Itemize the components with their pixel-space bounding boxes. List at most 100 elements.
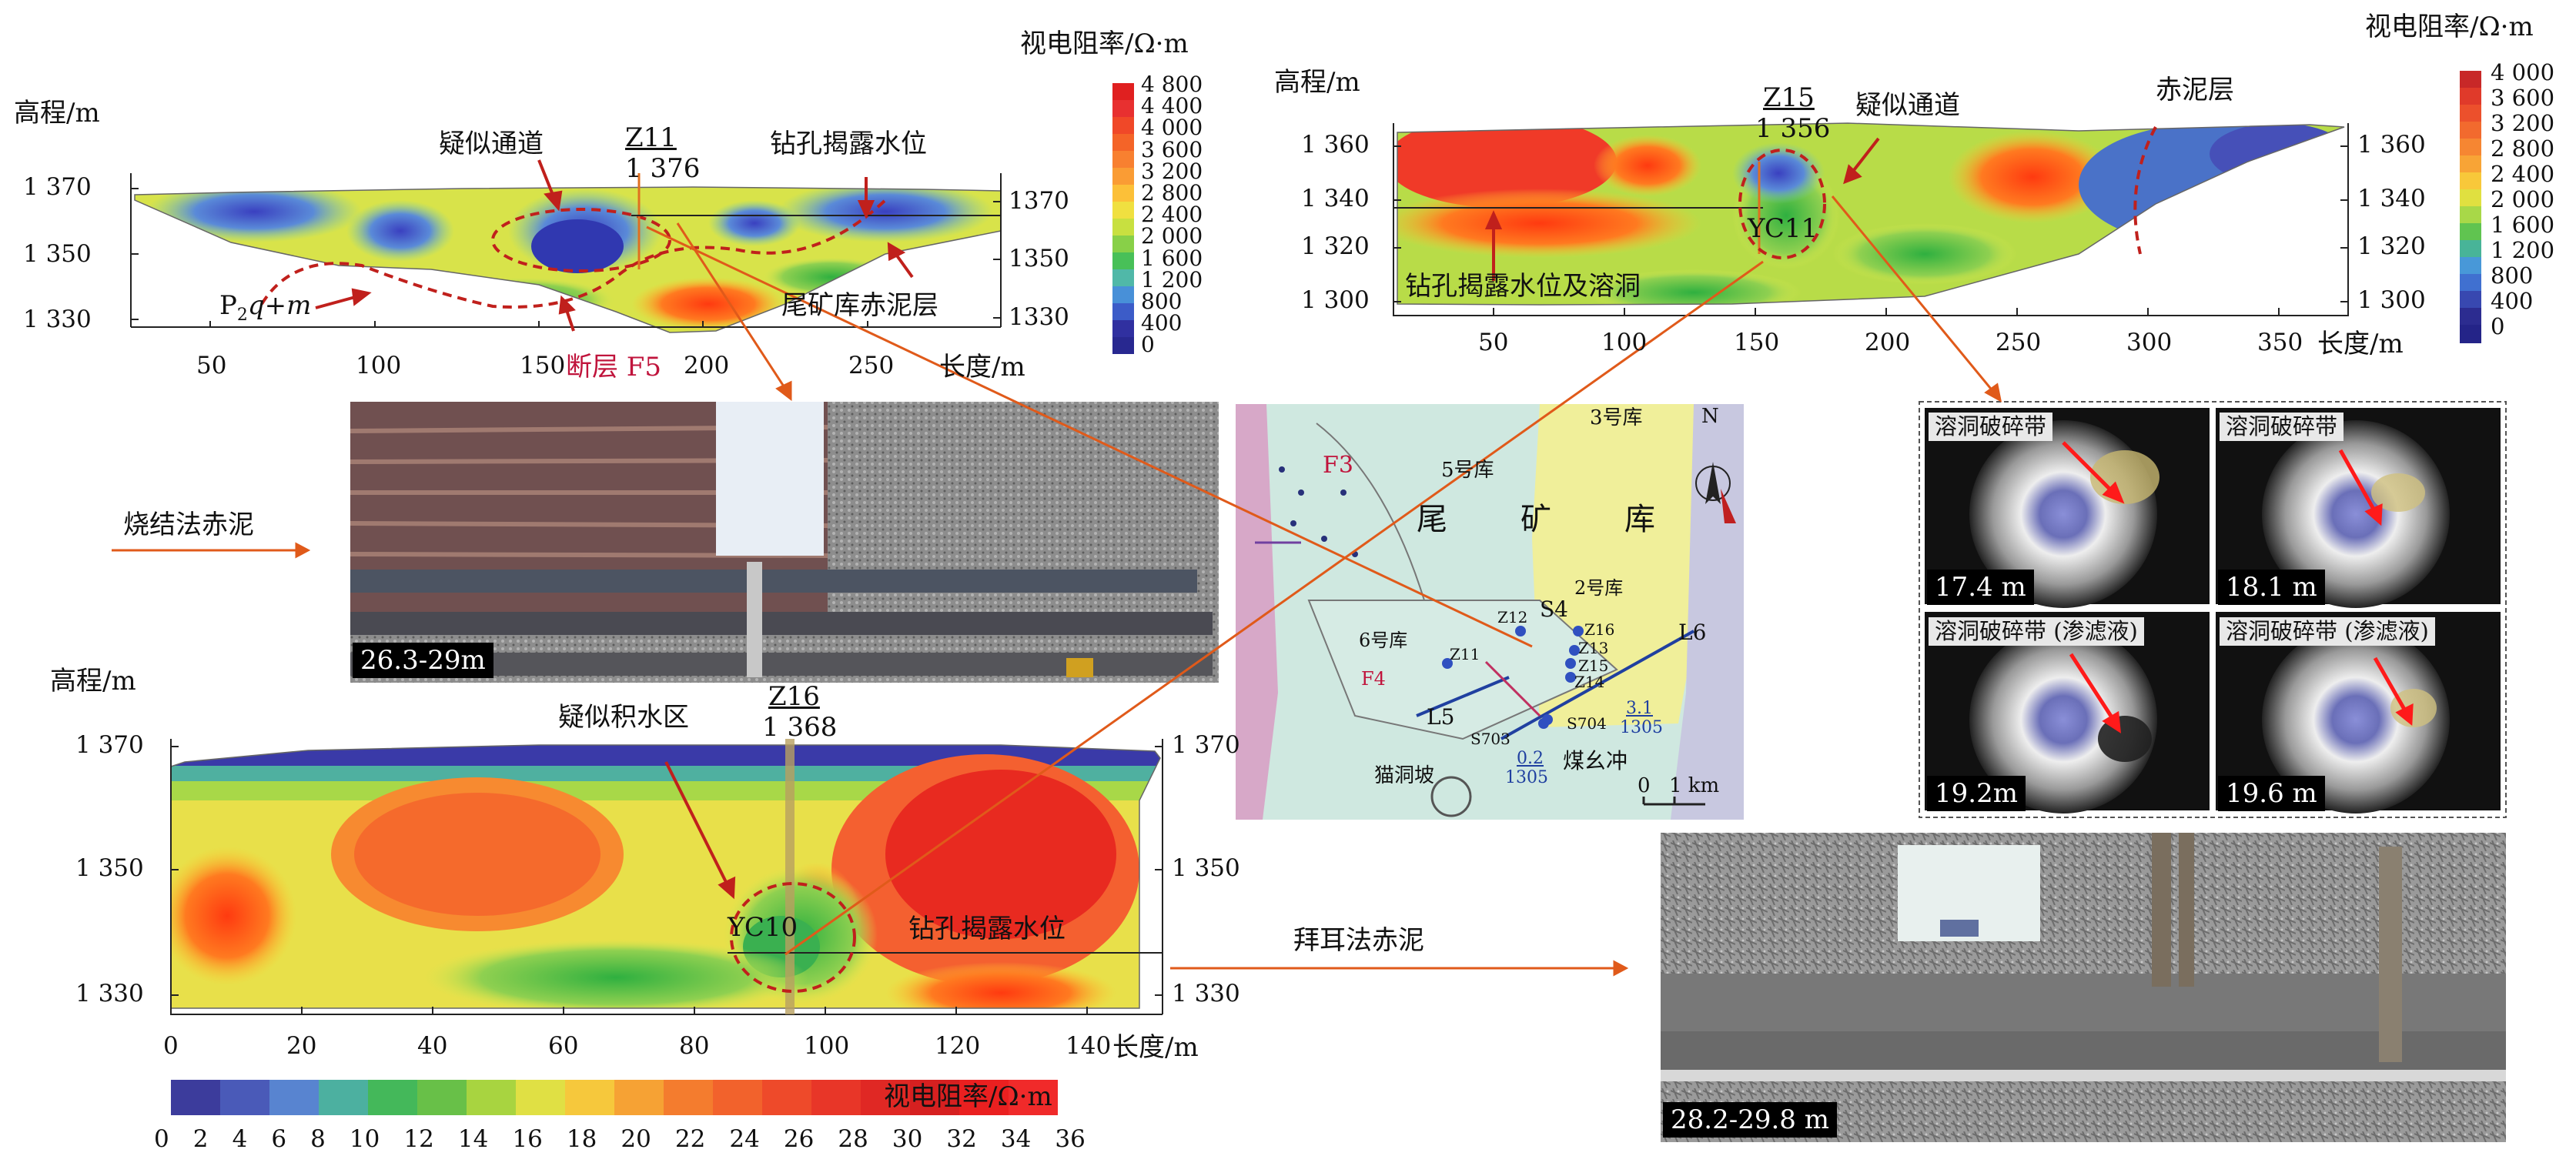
map-label: Z16 xyxy=(1584,620,1615,639)
tl-borehole-elev: 1 376 xyxy=(625,153,701,184)
bl-x-tick: 20 xyxy=(286,1032,317,1060)
bl-y-tick-right: 1 350 xyxy=(1172,854,1240,882)
map-label: 2号库 xyxy=(1574,577,1624,599)
tr-x-tick: 200 xyxy=(1865,329,1911,356)
bl-x-tick: 40 xyxy=(417,1032,448,1060)
bl-cb-tick: 20 xyxy=(621,1125,651,1153)
tr-yc-label: YC11 xyxy=(1748,213,1818,244)
bl-cb-tick: 2 xyxy=(192,1125,209,1153)
tl-cb-tick: 4 400 xyxy=(1141,93,1203,119)
tl-cb-tick: 2 400 xyxy=(1141,202,1203,228)
site-map xyxy=(1236,404,1744,820)
tr-cb-tick: 400 xyxy=(2491,288,2534,314)
tl-colorbar-ticks: 4 800 4 400 4 000 3 600 3 200 2 800 2 40… xyxy=(1141,72,1203,356)
connector-lines xyxy=(112,195,2002,977)
map-scale: 0 xyxy=(1638,774,1651,797)
tr-cb-tick: 0 xyxy=(2491,313,2505,339)
tr-x-tick: 100 xyxy=(1601,329,1648,356)
tr-colorbar-ticks: 4 000 3 600 3 200 2 800 2 400 2 000 1 60… xyxy=(2491,62,2554,341)
bl-cb-tick: 22 xyxy=(674,1125,706,1153)
tr-y-tick: 1 300 xyxy=(1301,286,1370,314)
tr-y-tick: 1 320 xyxy=(1301,232,1370,260)
tl-water-label: 钻孔揭露水位 xyxy=(770,129,927,159)
tl-cb-tick: 4 800 xyxy=(1141,72,1203,97)
bl-y-label: 高程/m xyxy=(50,666,136,697)
map-label: Z11 xyxy=(1450,645,1480,663)
sinter-redmud-label: 烧结法赤泥 xyxy=(123,509,254,540)
bl-x-tick: 100 xyxy=(804,1032,850,1060)
bl-y-tick-right: 1 330 xyxy=(1172,980,1240,1007)
bl-cb-tick: 28 xyxy=(838,1125,868,1153)
tr-y-tick: 1 340 xyxy=(1301,185,1370,212)
tr-x-label: 长度/m xyxy=(2317,329,2404,359)
bl-cb-tick: 4 xyxy=(232,1125,248,1153)
map-label: Z13 xyxy=(1578,639,1609,657)
tr-x-tick: 50 xyxy=(1478,329,1509,356)
tr-colorbar-title: 视电阻率/Ω·m xyxy=(2365,12,2534,42)
tr-cb-tick: 2 400 xyxy=(2491,161,2555,187)
map-label: Z12 xyxy=(1497,608,1528,626)
tl-y-tick: 1 330 xyxy=(23,306,92,333)
tr-x-tick: 150 xyxy=(1734,329,1780,356)
map-scale: 1 km xyxy=(1669,774,1720,797)
tr-cb-tick: 4 000 xyxy=(2491,59,2555,85)
tl-channel-label: 疑似通道 xyxy=(439,129,544,159)
tr-cb-tick: 800 xyxy=(2491,262,2534,289)
map-label: 库 xyxy=(1624,502,1655,537)
bl-cb-tick: 6 xyxy=(271,1125,287,1153)
top-left-colorbar xyxy=(1112,83,1134,354)
tl-y-tick: 1 350 xyxy=(23,240,92,268)
bl-borehole-name: Z16 xyxy=(768,681,820,712)
tl-cb-tick: 1 600 xyxy=(1141,245,1203,271)
tr-channel-label: 疑似通道 xyxy=(1855,90,1960,121)
bl-cb-tick: 8 xyxy=(310,1125,326,1153)
map-value: 0.2 xyxy=(1517,749,1544,768)
tr-x-tick: 300 xyxy=(2126,329,2173,356)
map-label: 煤幺冲 xyxy=(1563,748,1628,773)
bl-x-label: 长度/m xyxy=(1112,1032,1199,1063)
bl-y-tick: 1 330 xyxy=(75,980,144,1007)
map-label: S703 xyxy=(1470,730,1510,748)
map-label: 5号库 xyxy=(1441,459,1494,482)
tr-cb-tick: 2 800 xyxy=(2491,135,2555,162)
tr-cb-tick: 2 000 xyxy=(2491,186,2555,212)
tl-x-label: 长度/m xyxy=(939,352,1025,383)
tr-cb-tick: 1 600 xyxy=(2491,212,2555,238)
north-icon: N xyxy=(1701,405,1719,428)
bl-cb-tick: 0 xyxy=(154,1125,169,1153)
map-label: S4 xyxy=(1540,596,1568,622)
map-label: S704 xyxy=(1567,714,1607,733)
bl-x-tick: 120 xyxy=(935,1032,981,1060)
bl-colorbar-ticks: 0 2 4 6 8 10 12 14 16 18 20 22 24 26 28 … xyxy=(154,1128,1086,1151)
bl-cb-tick: 16 xyxy=(512,1125,543,1153)
map-label: Z15 xyxy=(1578,657,1609,675)
tl-cb-tick: 2 800 xyxy=(1141,179,1203,205)
map-label: 3号库 xyxy=(1590,406,1643,429)
tr-borehole-elev: 1 356 xyxy=(1755,113,1831,144)
tr-y-tick-right: 1 340 xyxy=(2357,185,2426,212)
map-label: 6号库 xyxy=(1359,630,1408,651)
bl-y-tick: 1 370 xyxy=(75,731,144,759)
tl-cb-tick: 400 xyxy=(1141,310,1183,336)
tl-colorbar-title: 视电阻率/Ω·m xyxy=(1020,28,1189,59)
borehole-cam-grid xyxy=(1919,401,2507,818)
bl-cb-tick: 36 xyxy=(1055,1125,1086,1153)
bl-cb-tick: 30 xyxy=(892,1125,923,1153)
bl-cb-tick: 12 xyxy=(403,1125,434,1153)
tl-y-tick-right: 1370 xyxy=(1009,187,1069,215)
core-photo-top xyxy=(350,402,1219,683)
cam-tag: 溶洞破碎带 (渗滤液) xyxy=(2220,617,2435,646)
cam-depth: 19.6 m xyxy=(2218,776,2325,811)
core-photo-bottom xyxy=(1661,833,2506,1142)
cam-tag: 溶洞破碎带 xyxy=(1929,413,2053,441)
cam-depth: 18.1 m xyxy=(2218,570,2325,605)
tl-borehole-name: Z11 xyxy=(625,122,677,153)
tl-cb-tick: 3 200 xyxy=(1141,158,1203,184)
bl-yc-label: YC10 xyxy=(728,912,798,943)
bl-cb-tick: 14 xyxy=(457,1125,489,1153)
bl-cb-tick: 32 xyxy=(946,1125,977,1153)
tr-water-label: 钻孔揭露水位及溶洞 xyxy=(1405,271,1641,302)
tl-redmud-label: 尾矿库赤泥层 xyxy=(781,290,938,321)
bl-cb-tick: 34 xyxy=(1000,1125,1032,1153)
cam-tag: 溶洞破碎带 xyxy=(2220,413,2344,441)
